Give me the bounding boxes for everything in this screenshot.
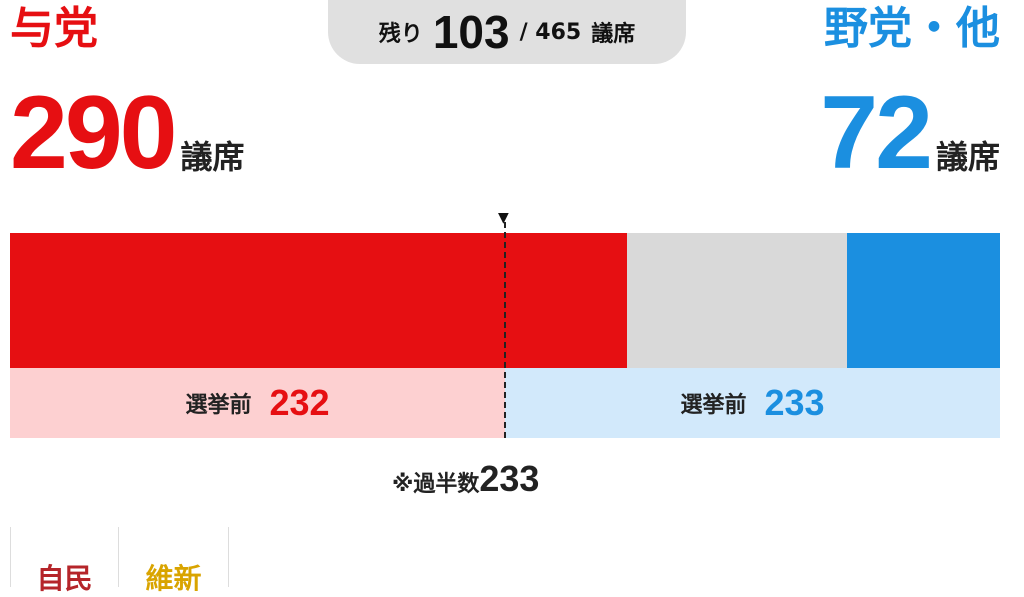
ruling-seat-count: 290 (10, 75, 178, 191)
remaining-value: 103 (432, 6, 510, 58)
party-tab-jimin[interactable]: 自民 (10, 527, 118, 595)
remaining-label: 残り (378, 22, 423, 47)
party-tab-ishin[interactable]: 維新 (118, 527, 229, 595)
ruling-seat-row: 290 議席 (10, 78, 245, 188)
majority-marker-icon: ▼ (498, 210, 509, 226)
ruling-seat-unit: 議席 (180, 138, 245, 176)
total-seats: / 465 (519, 19, 582, 45)
ruling-pre-election: 選挙前 232 (10, 368, 505, 438)
party-tab-label: 維新 (145, 562, 202, 595)
ruling-prev-label: 選挙前 (185, 393, 252, 418)
opposition-seat-row: 72 議席 (820, 78, 1000, 188)
majority-value: 233 (479, 458, 540, 499)
ruling-bloc-label: 与党 (10, 3, 98, 54)
majority-line (504, 222, 506, 438)
ruling-segment (10, 233, 628, 368)
remaining-seats-badge: 残り 103 / 465 議席 (328, 0, 686, 64)
majority-label: ※過半数 (392, 472, 480, 497)
undecided-segment (627, 233, 847, 368)
opposition-seat-unit: 議席 (935, 138, 1000, 176)
opposition-seat-count: 72 (820, 75, 933, 191)
opposition-pre-election: 選挙前 233 (505, 368, 1000, 438)
majority-note: ※過半数 233 (392, 458, 539, 500)
ruling-prev-seats: 232 (269, 382, 330, 423)
opposition-bloc-label: 野党・他 (824, 3, 1000, 54)
opposition-prev-seats: 233 (764, 382, 825, 423)
remaining-unit: 議席 (591, 22, 636, 47)
opposition-segment (846, 233, 1000, 368)
pre-election-bar: 選挙前 232 選挙前 233 (10, 368, 1000, 438)
seat-bar (10, 233, 1000, 368)
party-tab-label: 自民 (36, 562, 93, 595)
opposition-prev-label: 選挙前 (680, 393, 747, 418)
